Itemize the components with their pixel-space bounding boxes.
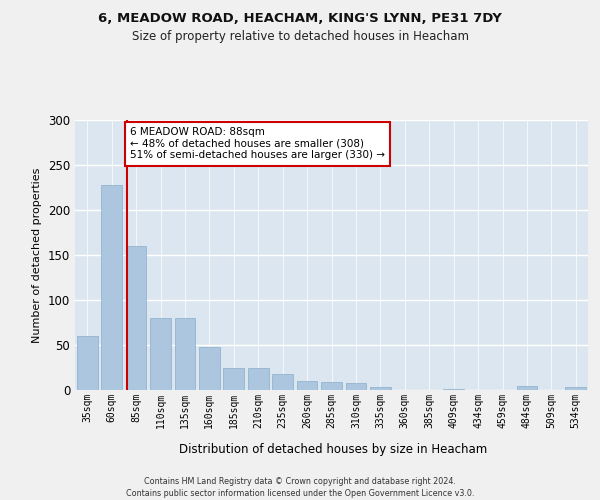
Bar [370, 388, 391, 390]
Bar [346, 383, 367, 390]
Bar [272, 374, 293, 390]
Bar [101, 185, 122, 390]
Bar [199, 347, 220, 390]
Text: 6 MEADOW ROAD: 88sqm
← 48% of detached houses are smaller (308)
51% of semi-deta: 6 MEADOW ROAD: 88sqm ← 48% of detached h… [130, 127, 385, 160]
Bar [248, 368, 269, 390]
Text: Size of property relative to detached houses in Heacham: Size of property relative to detached ho… [131, 30, 469, 43]
Bar [565, 388, 586, 390]
Bar [223, 368, 244, 390]
Bar [443, 389, 464, 390]
Bar [517, 386, 538, 390]
Bar [125, 246, 146, 390]
Y-axis label: Number of detached properties: Number of detached properties [32, 168, 43, 342]
Bar [175, 318, 196, 390]
Text: 6, MEADOW ROAD, HEACHAM, KING'S LYNN, PE31 7DY: 6, MEADOW ROAD, HEACHAM, KING'S LYNN, PE… [98, 12, 502, 26]
Text: Distribution of detached houses by size in Heacham: Distribution of detached houses by size … [179, 442, 487, 456]
Bar [77, 336, 98, 390]
Bar [150, 318, 171, 390]
Bar [321, 382, 342, 390]
Bar [296, 381, 317, 390]
Text: Contains HM Land Registry data © Crown copyright and database right 2024.: Contains HM Land Registry data © Crown c… [144, 478, 456, 486]
Text: Contains public sector information licensed under the Open Government Licence v3: Contains public sector information licen… [126, 489, 474, 498]
